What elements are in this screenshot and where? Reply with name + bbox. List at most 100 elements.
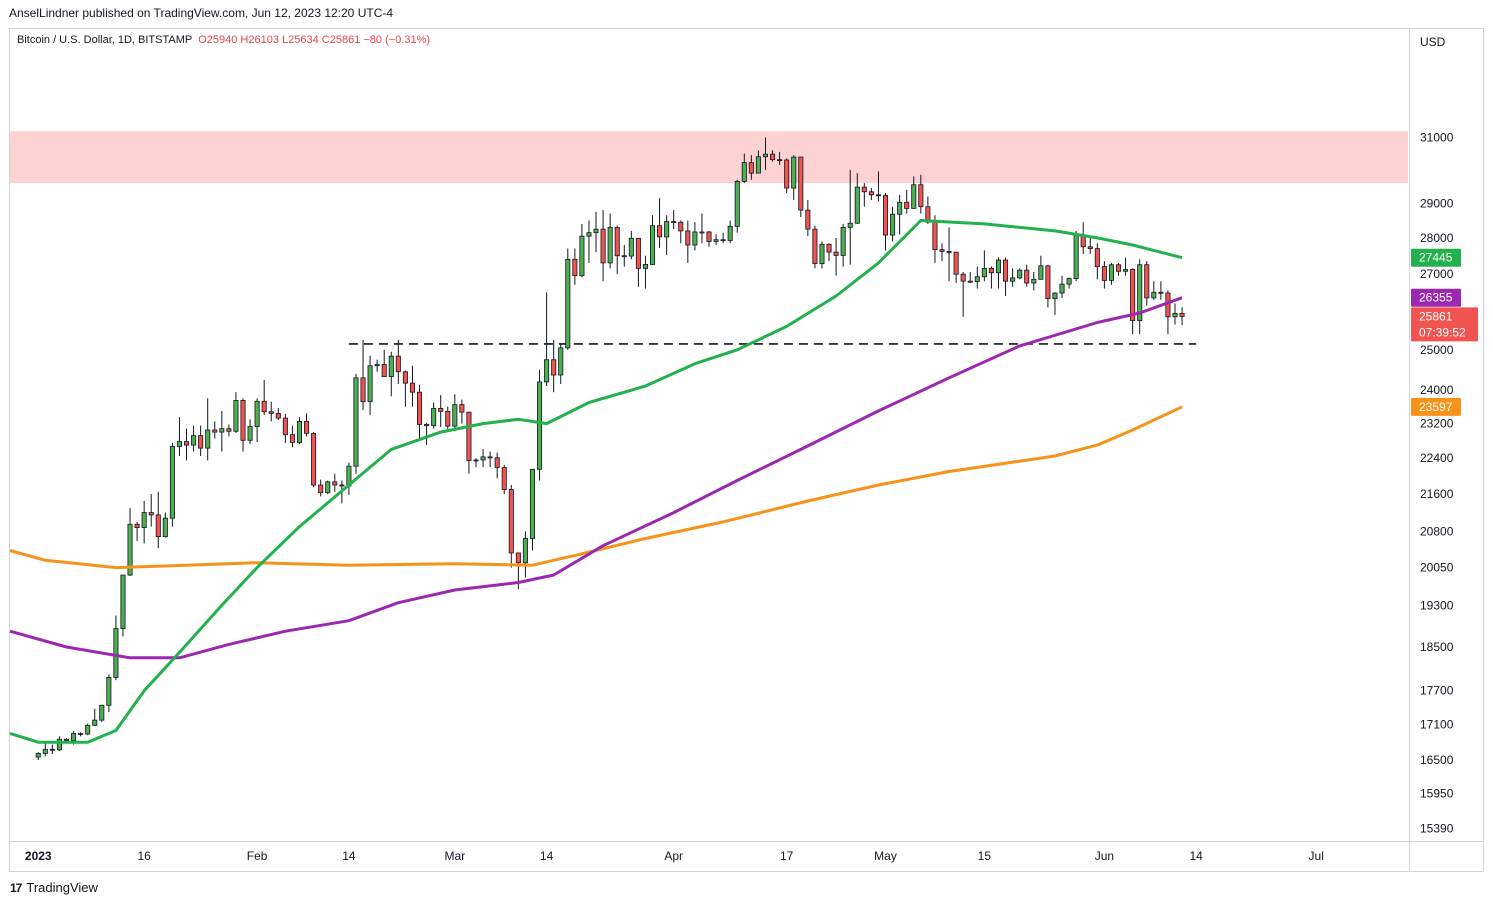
price-tags: 27445 26355 25861 07:39:52 23597 [1411,248,1478,416]
candle [586,220,592,263]
candle [452,394,458,432]
price-tag: 27445 [1411,248,1461,267]
candle [318,479,324,497]
candle [445,406,451,433]
candle [205,398,211,461]
ma-fast-line [9,219,1183,744]
candle [1108,262,1114,285]
candle [120,574,126,637]
time-tick-label: Jul [1309,849,1324,863]
time-tick-label: 2023 [25,849,52,863]
time-tick-label: Jun [1095,849,1114,863]
candle [1003,257,1009,297]
candle [974,266,980,289]
candle [395,339,401,384]
candle [85,723,91,736]
candle [169,442,175,527]
time-tick-label: Apr [664,849,683,863]
candle [565,248,571,350]
candle [254,398,260,443]
candle [939,243,945,262]
candles-group [35,137,1185,760]
candle [671,210,677,230]
candle [1066,277,1072,289]
candle [854,173,860,224]
candle [155,491,161,549]
candle [967,272,973,284]
candle [240,398,246,452]
candle [805,199,811,237]
candle [755,150,761,174]
candle [42,742,48,757]
footer-label: TradingView [26,880,98,895]
candle [1045,264,1051,308]
candle [995,257,1002,289]
candle [904,189,910,214]
candle [381,349,387,378]
candle [353,373,359,474]
candle [1038,255,1044,280]
candle [508,485,514,568]
ohlc-values: O25940 H26103 L25634 C25861 −80 (−0.31%) [198,34,431,46]
candle [1010,268,1016,287]
candle [621,245,627,267]
price-tick-label: 23200 [1420,417,1454,431]
candle [593,211,599,253]
candle [1052,292,1058,315]
time-tick-label: Feb [247,849,268,863]
price-tick-label: 15390 [1420,822,1454,836]
candle [1087,236,1093,254]
candle [988,266,994,289]
time-tick-label: 17 [780,849,794,863]
candle [784,158,790,194]
candle [480,449,486,468]
candle [748,155,754,180]
candle [833,237,839,276]
time-tick-label: 15 [978,849,992,863]
candle [1024,264,1030,287]
candle [374,359,380,372]
candle [431,402,437,429]
price-tick-label: 20800 [1420,524,1454,538]
price-tick-label: 20050 [1420,561,1454,575]
candle [360,339,366,411]
price-tag: 23597 [1411,397,1461,416]
candle [332,473,338,492]
candle [1179,307,1185,326]
candle [92,708,98,726]
candle [1059,275,1065,298]
candle [897,194,903,235]
price-tag-value: 25861 [1419,309,1453,323]
price-tick-label: 21600 [1420,487,1454,501]
candle [78,732,84,737]
candle [791,155,797,200]
candle [1031,272,1037,291]
price-tag-value: 26355 [1419,291,1453,305]
candle [176,417,182,457]
price-axis-ticks: 31000 29000 28000 27000 25000 24000 23200 22400… [1420,130,1454,835]
candle [409,365,415,407]
price-tick-label: 17700 [1420,684,1454,698]
candle [762,137,769,170]
candle [819,241,825,269]
candle [198,425,204,457]
price-tick-label: 16500 [1420,753,1454,767]
candle [1137,259,1143,335]
candle [960,272,966,317]
candle [911,176,917,209]
candle [275,407,281,421]
candle [642,255,648,289]
candle [918,174,924,214]
candle [1151,281,1157,300]
price-tag: 26355 [1411,288,1461,307]
price-tick-label: 24000 [1420,383,1454,397]
candle [296,417,303,445]
candle [685,220,691,263]
candle [529,468,536,551]
time-tick-label: 14 [342,849,356,863]
price-tick-label: 15950 [1420,786,1454,800]
time-axis-ticks: 2023 16 Feb 14 Mar 14 Apr 17 May 15 Jun 14 Jul [25,849,1324,863]
price-tick-label: 28000 [1420,231,1454,245]
